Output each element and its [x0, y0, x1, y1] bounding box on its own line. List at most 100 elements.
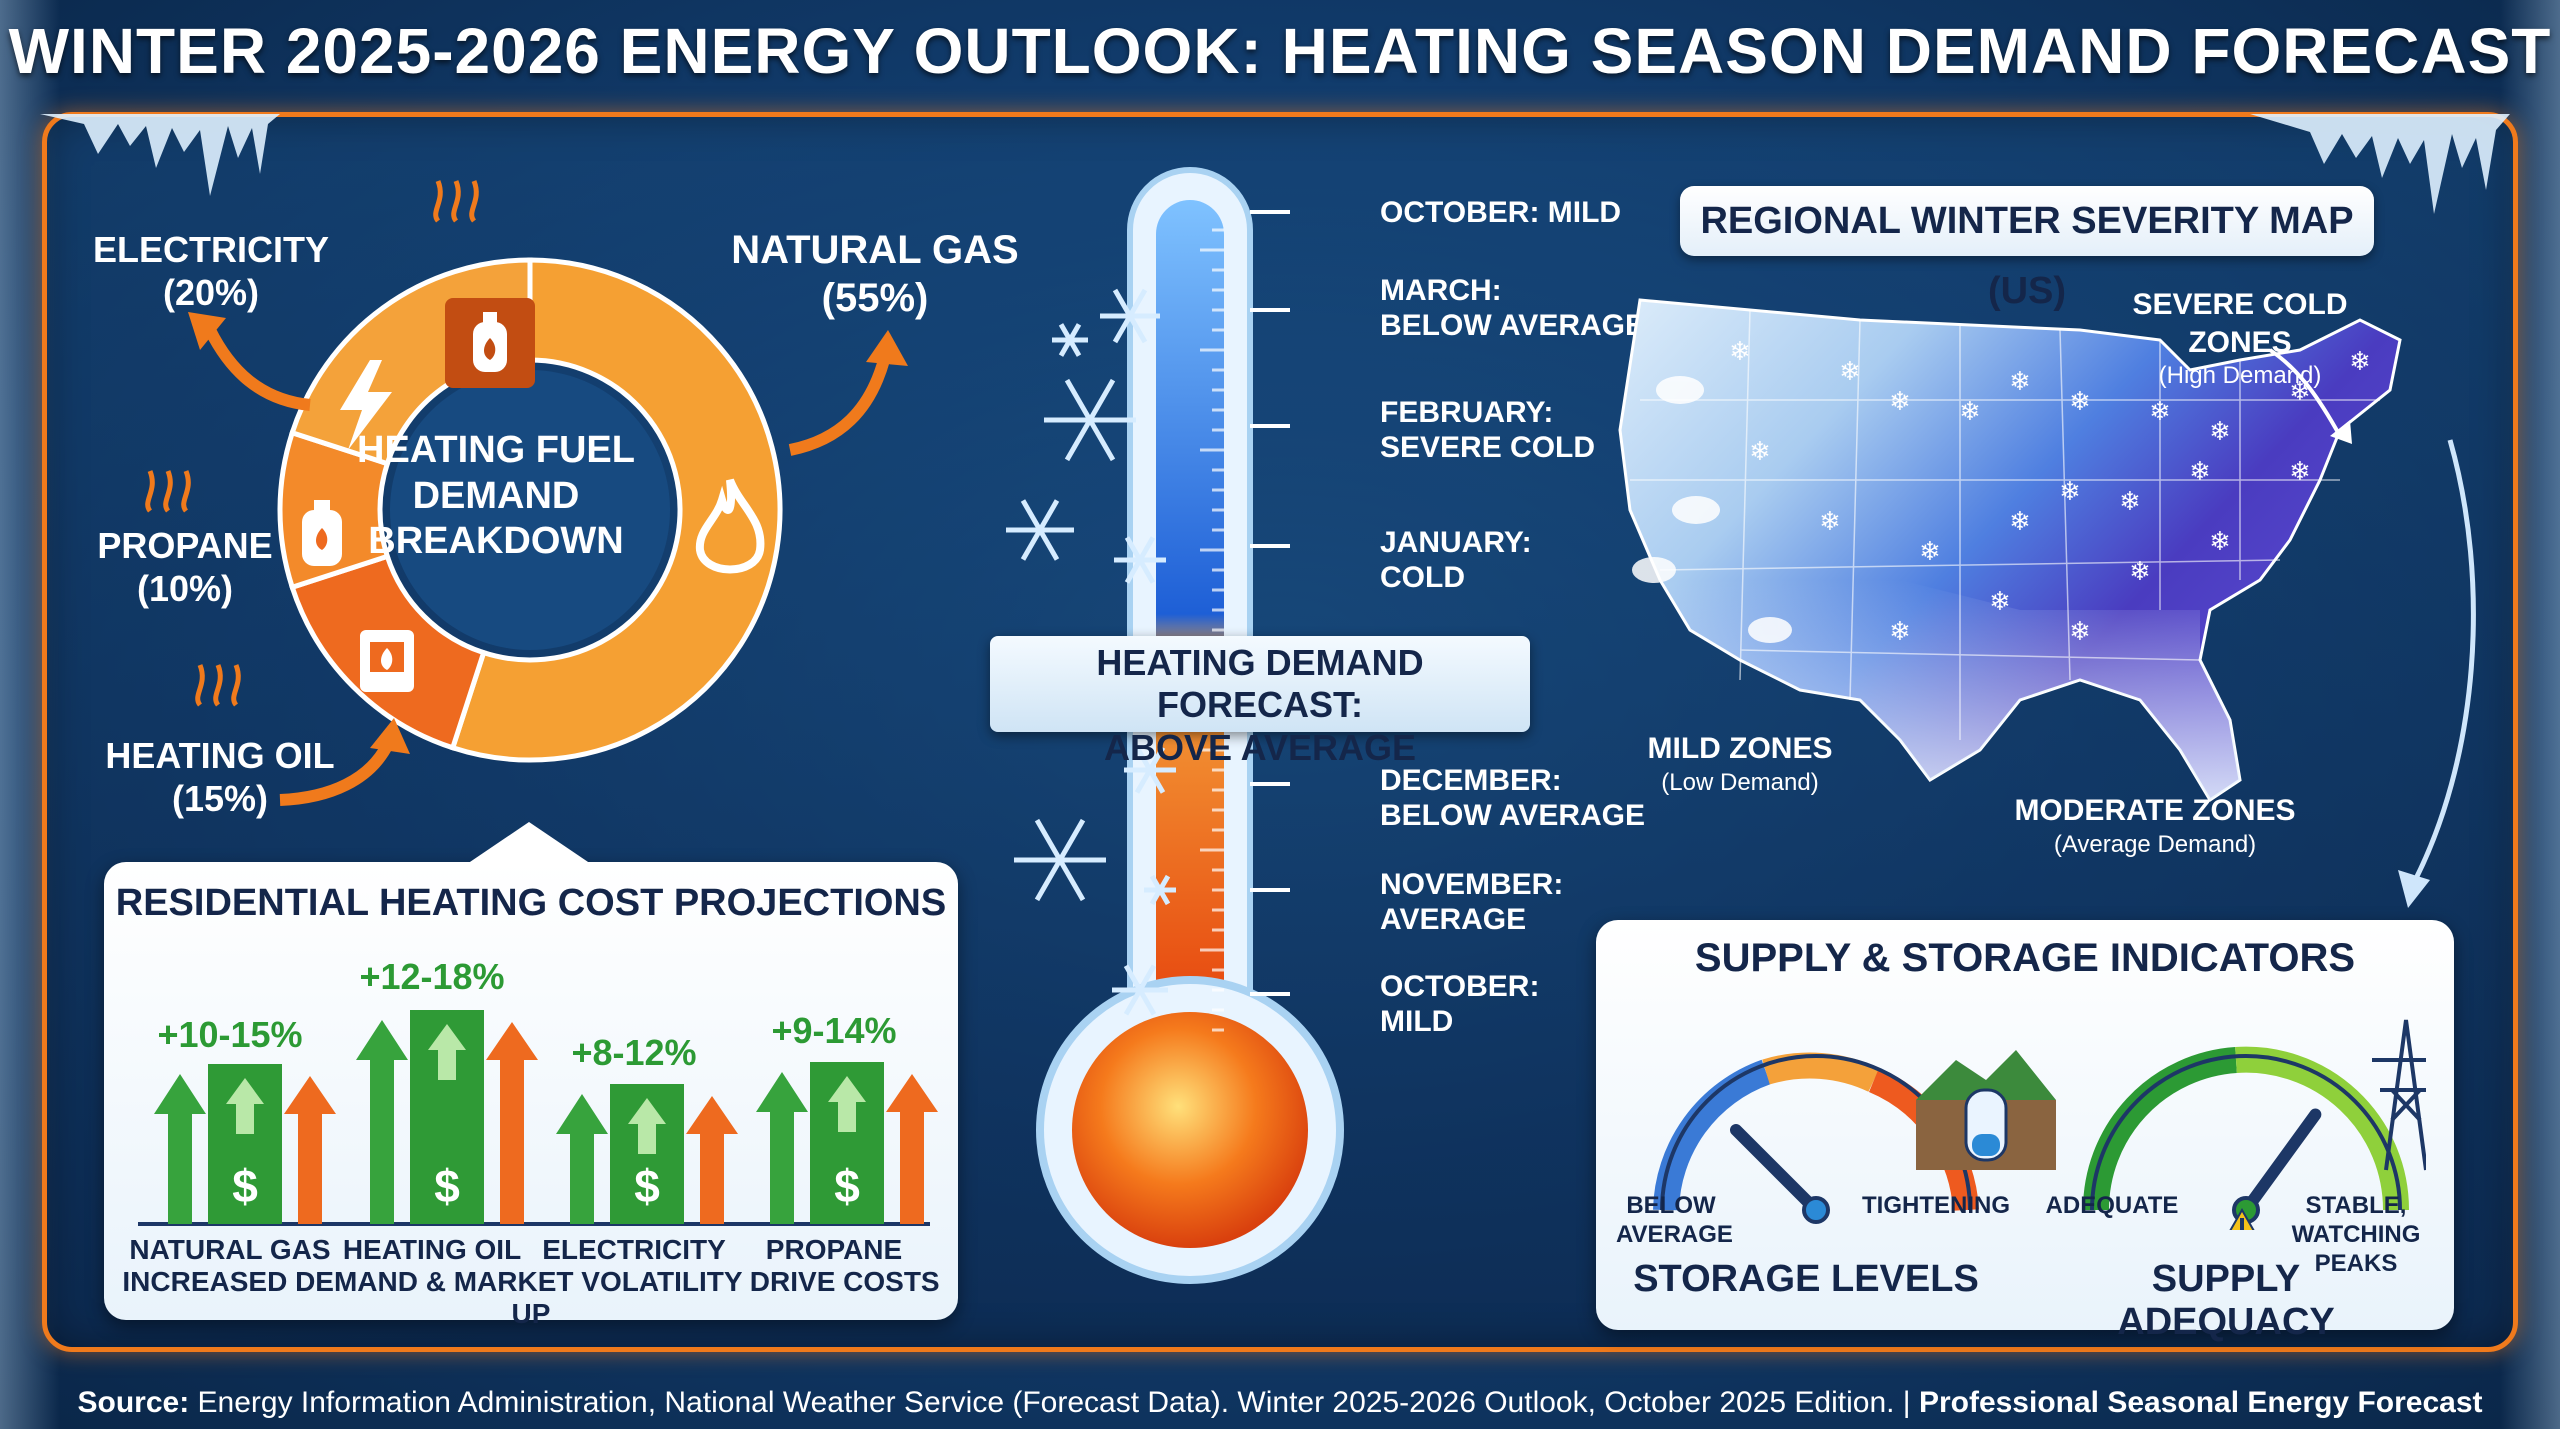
cost-name-heating-oil: HEATING OIL [342, 1234, 522, 1265]
cost-up-arrow-orange [284, 1076, 336, 1224]
cost-pct-heating-oil: +12-18% [359, 956, 505, 997]
month-january: JANUARY: COLD [1380, 526, 1532, 595]
cost-bar-arrow [428, 1024, 466, 1080]
month-december: DECEMBER: BELOW AVERAGE [1380, 764, 1645, 833]
snowflake-icon: ❄ [1839, 357, 1861, 387]
propane-tank-icon [445, 298, 535, 388]
storage-left-label: BELOW AVERAGE [1616, 1192, 1733, 1250]
adequacy-left-label: ADEQUATE [2045, 1192, 2179, 1219]
dollar-icon: $ [834, 1160, 860, 1212]
source-footer: Source: Energy Information Administratio… [0, 1386, 2560, 1420]
adequacy-right-line-1: STABLE, [2305, 1192, 2407, 1219]
storage-levels-title: STORAGE LEVELS [1633, 1258, 1979, 1300]
storage-right-label: TIGHTENING [1862, 1192, 2010, 1219]
cost-up-arrow-orange [686, 1096, 738, 1224]
month-november: NOVEMBER: AVERAGE [1380, 868, 1563, 937]
snowflake-icon: ❄ [2059, 477, 2081, 507]
oil-furnace-icon [360, 630, 414, 692]
donut-center-label: HEATING FUEL DEMAND BREAKDOWN [346, 428, 646, 565]
moderate-zones-sub: (Average Demand) [2053, 830, 2257, 858]
storage-needle [1730, 1124, 1822, 1216]
month-october-bottom-desc: MILD [1380, 1004, 1454, 1038]
snowflake-icon [1006, 499, 1074, 561]
adequacy-needle [2240, 1108, 2322, 1216]
cost-pct-propane: +9-14% [771, 1010, 897, 1051]
cost-up-arrow-orange [886, 1074, 938, 1224]
page-title: WINTER 2025-2026 ENERGY OUTLOOK: HEATING… [8, 15, 2552, 87]
heating-demand-banner: HEATING DEMAND FORECAST: ABOVE AVERAGE [990, 636, 1530, 768]
natural-gas-name: NATURAL GAS [731, 228, 1019, 272]
severe-cold-sub: (High Demand) [2158, 362, 2322, 389]
month-december-name: DECEMBER: [1380, 764, 1562, 797]
fuel-donut-chart [277, 257, 783, 763]
cost-bar-group: $ [756, 1062, 938, 1224]
mild-zones-label: MILD ZONES (Low Demand) [1640, 730, 1840, 798]
propane-small-icon [302, 500, 342, 566]
snowflake-icon: ❄ [1819, 507, 1841, 537]
flame-icon [695, 478, 765, 574]
snowflake-icon: ❄ [2289, 457, 2311, 487]
month-march: MARCH: BELOW AVERAGE [1380, 274, 1645, 343]
snowflake-icon: ❄ [1959, 397, 1981, 427]
mild-zones-sub: (Low Demand) [1661, 768, 1819, 796]
cost-name-electricity: ELECTRICITY [542, 1234, 726, 1265]
donut-center-line-3: BREAKDOWN [368, 520, 624, 563]
power-tower-icon [2372, 1019, 2426, 1171]
snowflake-icon: ❄ [2119, 487, 2141, 517]
warning-icon [2229, 1207, 2255, 1230]
storage-left-line-2: AVERAGE [1616, 1220, 1733, 1248]
snowflake-icon: ❄ [2009, 367, 2031, 397]
snowflake-icon: ❄ [2349, 347, 2371, 377]
cost-bar-group: $ [154, 1064, 336, 1224]
cost-up-arrow-green [356, 1020, 408, 1224]
natural-gas-label: NATURAL GAS (55%) [730, 226, 1020, 322]
snowflake-icon: ❄ [2069, 387, 2091, 417]
source-prefix: Source: [77, 1386, 190, 1419]
supply-gauges [1653, 1019, 2426, 1230]
snowflake-icon [1100, 288, 1160, 344]
snowflake-icon: ❄ [2009, 507, 2031, 537]
arrow-severe-pointer [2268, 348, 2352, 444]
snowflake-icon: ❄ [1729, 337, 1751, 367]
month-january-desc: COLD [1380, 560, 1465, 594]
donut-center-line-1: HEATING FUEL [357, 429, 635, 471]
cost-name-propane: PROPANE [765, 1234, 903, 1265]
cost-pct-electricity: +8-12% [571, 1032, 697, 1073]
dollar-icon: $ [232, 1160, 258, 1212]
arrow-electricity [188, 312, 311, 411]
donut-hole [390, 370, 670, 650]
cost-projections-title: RESIDENTIAL HEATING COST PROJECTIONS [115, 882, 947, 924]
propane-name: PROPANE [97, 525, 273, 566]
snowflake-icon: ❄ [1749, 437, 1771, 467]
source-suffix: Professional Seasonal Energy Forecast [1918, 1386, 2483, 1419]
snowflake-icon [1114, 536, 1166, 584]
panel-pointer [464, 822, 594, 866]
snowflake-icon: ❄ [1889, 387, 1911, 417]
snowflake-icon [1014, 818, 1106, 902]
propane-label: PROPANE (10%) [80, 524, 290, 610]
snowflake-icon: ❄ [2209, 527, 2231, 557]
donut-center-line-2: DEMAND [412, 474, 580, 517]
banner-line-1: HEATING DEMAND FORECAST: [1096, 642, 1424, 726]
cost-footer: INCREASED DEMAND & MARKET VOLATILITY DRI… [122, 1266, 940, 1329]
snowflake-icon: ❄ [1989, 587, 2011, 617]
supply-title: SUPPLY & STORAGE INDICATORS [1694, 936, 2356, 980]
dollar-icon: $ [434, 1160, 460, 1212]
snowflake-icon: ❄ [1889, 617, 1911, 647]
map-title: REGIONAL WINTER SEVERITY MAP (US) [1680, 186, 2374, 312]
snowflake-icon [1124, 746, 1176, 794]
heat-waves-icon [145, 470, 191, 513]
map-snowflakes: ❄❄❄ ❄❄❄ ❄❄❄❄❄❄❄❄❄❄❄❄❄❄❄❄ ❄ [1729, 337, 2371, 647]
snowflake-icon [1044, 378, 1136, 462]
moderate-zones-label: MODERATE ZONES (Average Demand) [2010, 792, 2300, 860]
storage-tank-icon [1916, 1050, 2056, 1170]
snowflake-icon [1112, 964, 1168, 1016]
snowflake-icon: ❄ [2209, 417, 2231, 447]
month-november-desc: AVERAGE [1380, 902, 1527, 936]
month-march-desc: BELOW AVERAGE [1380, 308, 1646, 342]
month-october-top: OCTOBER: MILD [1380, 196, 1621, 231]
source-text: Energy Information Administration, Natio… [189, 1386, 1919, 1419]
snowflake-icon: ❄ [1919, 537, 1941, 567]
storage-left-line-1: BELOW [1626, 1192, 1716, 1219]
arrow-heating-oil [279, 718, 410, 806]
